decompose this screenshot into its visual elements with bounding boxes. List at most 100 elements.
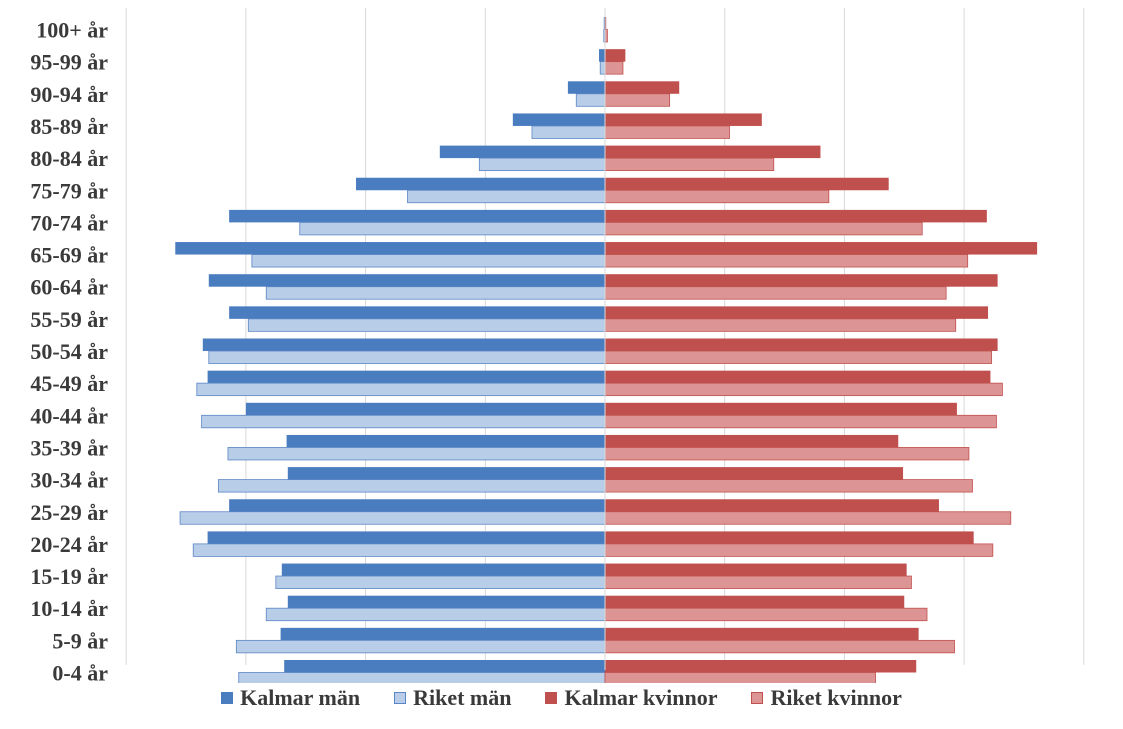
- bar-kalmar-kvinnor-9: [605, 370, 991, 384]
- tick-label: 50-54 år: [30, 339, 108, 364]
- legend-label: Riket män: [413, 685, 512, 710]
- bar-kalmar-män-20: [603, 17, 605, 30]
- bar-kalmar-kvinnor-12: [605, 274, 998, 287]
- tick-label: 75-79 år: [30, 178, 108, 203]
- bar-kalmar-män-13: [175, 242, 606, 255]
- bar-riket-män-13: [251, 254, 606, 268]
- bar-riket-kvinnor-11: [604, 318, 957, 332]
- legend-item: Riket kvinnor: [751, 685, 902, 711]
- bar-riket-män-17: [531, 125, 606, 139]
- tick-label: 45-49 år: [30, 371, 108, 396]
- tick-label: 90-94 år: [30, 82, 108, 107]
- bar-kalmar-män-11: [229, 306, 605, 319]
- bar-riket-kvinnor-4: [604, 543, 994, 557]
- category-tick-labels: 0-4 år 5-9 år 10-14 år 15-19 år 20-24 år 25-2…: [30, 18, 108, 684]
- bar-riket-kvinnor-14: [604, 221, 923, 236]
- legend-label: Riket kvinnor: [770, 685, 902, 710]
- bar-kalmar-kvinnor-3: [605, 563, 907, 577]
- legend-swatch: [394, 692, 407, 704]
- legend-label: Kalmar kvinnor: [564, 685, 718, 710]
- bar-riket-män-1: [235, 639, 606, 654]
- bar-kalmar-kvinnor-13: [605, 242, 1038, 255]
- tick-label: 100+ år: [36, 18, 108, 43]
- bar-kalmar-män-14: [229, 209, 605, 223]
- bar-kalmar-män-16: [439, 145, 605, 159]
- bar-riket-män-7: [227, 447, 606, 461]
- bar-riket-män-16: [478, 157, 606, 172]
- bar-kalmar-män-8: [245, 402, 605, 416]
- bar-kalmar-kvinnor-14: [605, 209, 987, 223]
- legend-swatch: [221, 692, 234, 704]
- bar-riket-kvinnor-13: [604, 254, 969, 268]
- bar-riket-kvinnor-15: [604, 189, 830, 204]
- tick-label: 70-74 år: [30, 210, 108, 235]
- tick-label: 5-9 år: [52, 628, 108, 653]
- bar-kalmar-män-18: [567, 81, 605, 94]
- bar-kalmar-kvinnor-7: [605, 434, 899, 448]
- bar-kalmar-män-15: [356, 177, 605, 191]
- bar-riket-kvinnor-19: [604, 61, 624, 75]
- bar-kalmar-kvinnor-5: [605, 499, 939, 512]
- bars: [175, 12, 1038, 683]
- bar-riket-män-0: [238, 672, 606, 683]
- bar-kalmar-kvinnor-4: [605, 531, 974, 544]
- bar-riket-kvinnor-3: [604, 575, 912, 589]
- bar-kalmar-kvinnor-0: [605, 660, 917, 673]
- bar-kalmar-kvinnor-11: [605, 306, 989, 319]
- bar-riket-kvinnor-16: [604, 157, 775, 172]
- bar-riket-män-12: [265, 286, 606, 300]
- bar-riket-män-4: [192, 543, 606, 557]
- bar-riket-män-9: [196, 382, 606, 397]
- bar-kalmar-kvinnor-2: [605, 595, 905, 609]
- bar-kalmar-män-1: [280, 627, 605, 641]
- bar-kalmar-kvinnor-17: [605, 113, 762, 126]
- population-pyramid-chart: 0-4 år 5-9 år 10-14 år 15-19 år 20-24 år 25-2…: [30, 8, 1085, 684]
- legend: Kalmar män Riket män Kalmar kvinnor Riket k…: [0, 683, 1123, 713]
- bar-riket-kvinnor-0: [604, 672, 876, 683]
- bar-kalmar-män-9: [207, 370, 605, 384]
- tick-label: 95-99 år: [30, 50, 108, 75]
- tick-label: 40-44 år: [30, 403, 108, 428]
- bar-riket-män-6: [217, 479, 606, 493]
- tick-label: 15-19 år: [30, 564, 108, 589]
- bar-riket-kvinnor-17: [604, 125, 730, 139]
- bar-riket-män-3: [275, 575, 606, 589]
- bar-kalmar-kvinnor-10: [605, 338, 998, 351]
- legend-item: Kalmar kvinnor: [545, 685, 717, 711]
- tick-label: 35-39 år: [30, 435, 108, 460]
- bar-kalmar-män-0: [284, 660, 605, 673]
- legend-swatch: [751, 692, 764, 704]
- bar-kalmar-kvinnor-6: [605, 467, 904, 480]
- bar-riket-män-11: [247, 318, 606, 332]
- tick-label: 65-69 år: [30, 243, 108, 268]
- legend-label: Kalmar män: [240, 685, 361, 710]
- bar-riket-män-18: [575, 93, 606, 107]
- bar-kalmar-män-6: [287, 467, 605, 480]
- bar-riket-kvinnor-12: [604, 286, 947, 300]
- bar-kalmar-kvinnor-15: [605, 177, 889, 191]
- tick-label: 80-84 år: [30, 146, 108, 171]
- tick-label: 0-4 år: [52, 661, 108, 684]
- tick-label: 10-14 år: [30, 596, 108, 621]
- tick-label: 20-24 år: [30, 532, 108, 557]
- bar-riket-kvinnor-10: [604, 350, 993, 364]
- bar-riket-män-15: [407, 189, 606, 204]
- legend-item: Kalmar män: [221, 685, 360, 711]
- bar-riket-män-8: [201, 414, 606, 429]
- bar-riket-kvinnor-7: [604, 447, 970, 461]
- bar-kalmar-kvinnor-1: [605, 627, 919, 641]
- bar-riket-män-14: [299, 221, 606, 236]
- bar-kalmar-män-12: [208, 274, 605, 287]
- bar-riket-män-19: [599, 61, 606, 75]
- bar-kalmar-män-7: [286, 434, 605, 448]
- bar-kalmar-män-3: [281, 563, 605, 577]
- bar-riket-män-5: [179, 511, 606, 525]
- bar-kalmar-män-17: [512, 113, 605, 126]
- bar-kalmar-män-19: [599, 49, 605, 62]
- bar-kalmar-kvinnor-20: [605, 17, 607, 30]
- tick-label: 30-34 år: [30, 468, 108, 493]
- bar-riket-kvinnor-1: [604, 639, 955, 654]
- bar-kalmar-män-10: [202, 338, 606, 351]
- bar-riket-kvinnor-6: [604, 479, 973, 493]
- bar-riket-män-2: [265, 607, 606, 622]
